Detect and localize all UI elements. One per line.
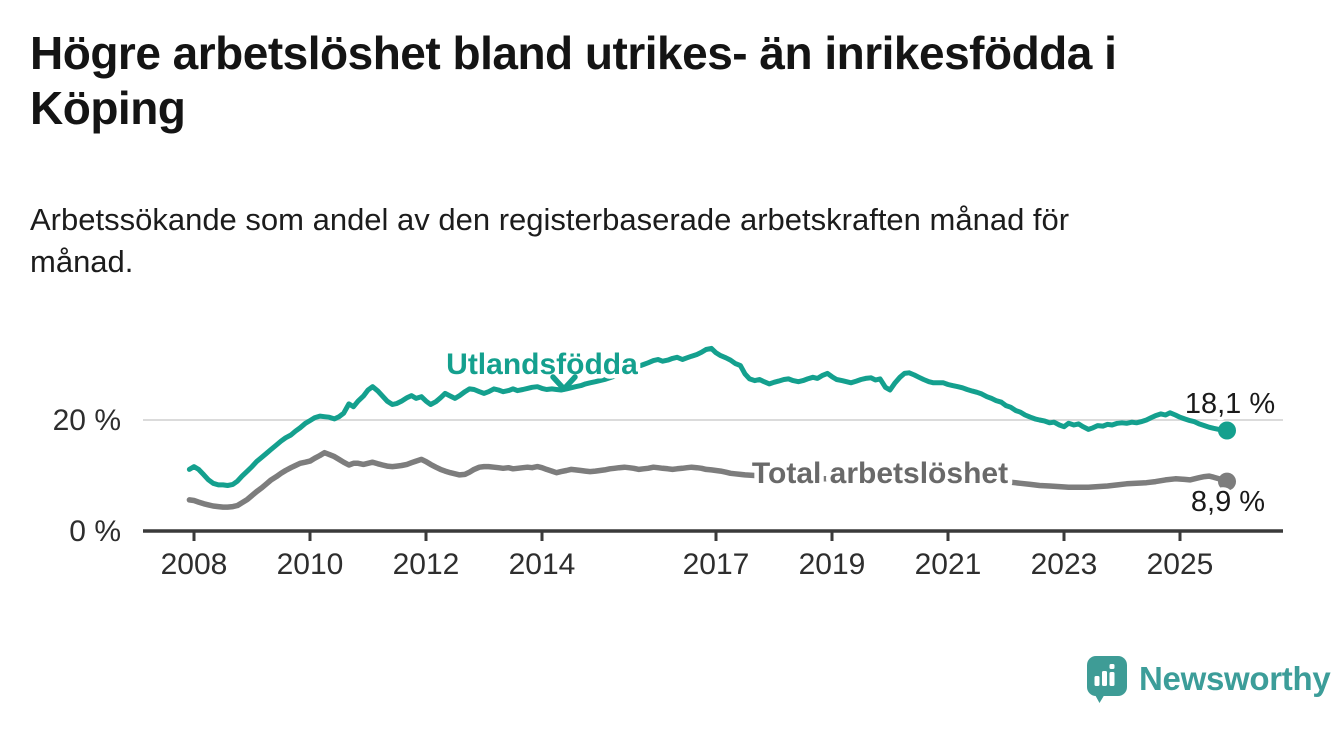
total-end-value: 8,9 % [1191, 486, 1265, 518]
x-tick-label: 2014 [509, 548, 576, 581]
x-tick-label: 2008 [161, 548, 228, 581]
page-subtitle-line2: månad. [30, 244, 134, 279]
x-tick-label: 2019 [799, 548, 866, 581]
total-end-dot [1218, 472, 1236, 491]
page-title-line2: Köping [30, 82, 186, 134]
x-tick-label: 2021 [915, 548, 982, 581]
total-arbetsloshet-line [186, 449, 1230, 510]
x-tick-label: 2017 [683, 548, 750, 581]
y-tick-label-20: 20 % [53, 404, 121, 437]
page-subtitle-line1: Arbetssökande som andel av den registerb… [30, 202, 1070, 237]
x-tick-label: 2023 [1031, 548, 1098, 581]
utlandsfodda-series-label: Utlandsfödda [446, 348, 638, 381]
x-axis-ticks: 2008 2010 2012 2014 2017 2019 2021 2023 2025 [161, 531, 1214, 581]
page-subtitle: Arbetssökande som andel av den registerb… [30, 199, 1310, 283]
page-title-line1: Högre arbetslöshet bland utrikes- än inr… [30, 27, 1117, 79]
newsworthy-logo: Newsworthy [1086, 655, 1331, 703]
utlandsfodda-end-value: 18,1 % [1185, 388, 1275, 420]
chevron-down-icon [550, 374, 578, 392]
newsworthy-wordmark: Newsworthy [1139, 660, 1331, 697]
utlandsfodda-line [186, 345, 1230, 488]
x-tick-label: 2010 [277, 548, 344, 581]
y-tick-label-0: 0 % [69, 515, 121, 548]
total-arbetsloshet-series-label: Total arbetslöshet [752, 457, 1008, 490]
x-tick-label: 2025 [1147, 548, 1214, 581]
x-tick-label: 2012 [393, 548, 460, 581]
page-title: Högre arbetslöshet bland utrikes- än inr… [30, 26, 1310, 136]
utlandsfodda-end-dot [1218, 421, 1236, 440]
newsworthy-logo-icon [1087, 656, 1127, 703]
